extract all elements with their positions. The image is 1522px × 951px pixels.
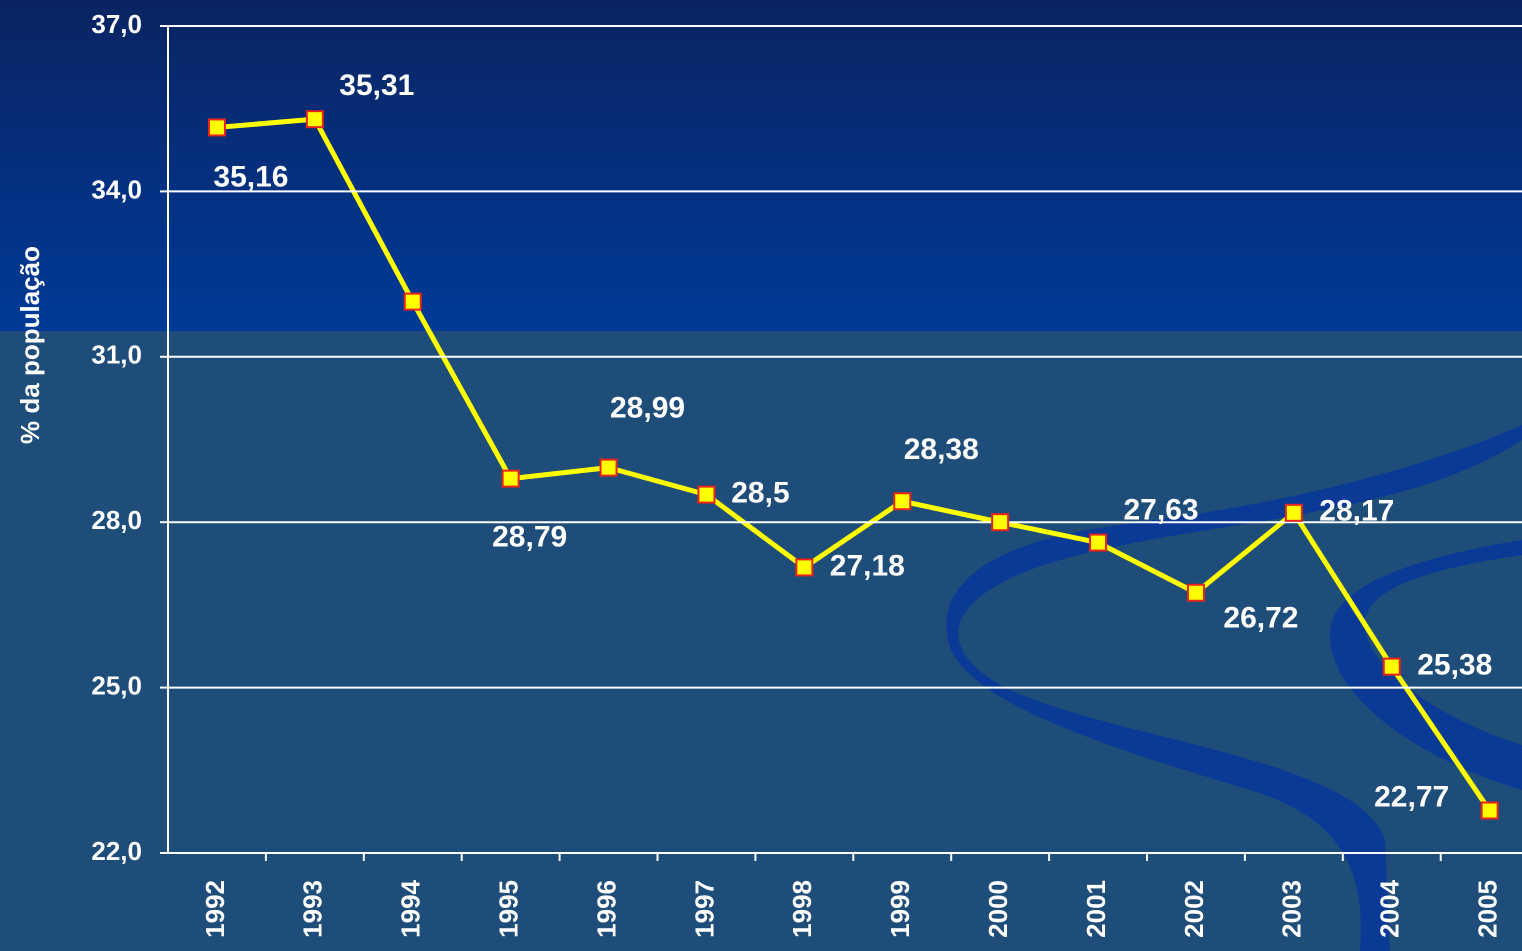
marker: [503, 471, 519, 487]
marker: [1384, 659, 1400, 675]
marker: [1482, 803, 1498, 819]
data-label: 26,72: [1223, 602, 1298, 635]
marker: [307, 111, 323, 127]
data-label: 28,5: [731, 477, 789, 510]
x-tick-label: 2005: [1473, 880, 1503, 938]
y-tick-label: 31,0: [91, 340, 142, 370]
y-tick-label: 34,0: [91, 174, 142, 204]
data-label: 35,16: [213, 160, 288, 193]
page: {"chart_data": {"type": "line", "y_label…: [0, 0, 1522, 951]
marker: [698, 487, 714, 503]
x-tick-label: 1994: [396, 879, 426, 937]
x-tick-label: 2003: [1277, 880, 1307, 938]
marker: [796, 559, 812, 575]
data-label: 28,79: [492, 521, 567, 554]
x-tick-label: 1999: [885, 880, 915, 938]
y-axis-title: % da população: [15, 246, 45, 444]
data-label: 28,99: [610, 392, 685, 425]
x-tick-label: 1997: [689, 880, 719, 938]
data-label: 35,31: [339, 69, 414, 102]
x-tick-label: 1996: [591, 880, 621, 938]
marker: [209, 119, 225, 135]
y-tick-label: 22,0: [91, 836, 142, 866]
marker: [601, 460, 617, 476]
y-tick-label: 25,0: [91, 670, 142, 700]
y-tick-label: 28,0: [91, 505, 142, 535]
y-tick-label: 37,0: [91, 9, 142, 39]
data-label: 28,38: [904, 433, 979, 466]
marker: [1090, 535, 1106, 551]
marker: [1188, 585, 1204, 601]
data-label: 22,77: [1374, 780, 1449, 813]
x-tick-label: 1993: [298, 880, 328, 938]
marker: [894, 493, 910, 509]
marker: [992, 514, 1008, 530]
x-tick-label: 2004: [1375, 879, 1405, 937]
x-tick-label: 2000: [983, 880, 1013, 938]
data-label: 28,17: [1319, 495, 1394, 528]
x-tick-label: 1995: [494, 880, 524, 938]
marker: [1286, 505, 1302, 521]
data-label: 27,18: [830, 549, 905, 582]
x-tick-label: 1992: [200, 880, 230, 938]
data-label: 27,63: [1124, 494, 1199, 527]
chart: % da população 22,0 25,0 28,0 31,0 34,0 37,0 1…: [0, 0, 1522, 951]
data-label: 25,38: [1417, 649, 1492, 682]
x-tick-label: 2001: [1081, 880, 1111, 938]
x-tick-label: 1998: [787, 880, 817, 938]
marker: [405, 294, 421, 310]
x-tick-label: 2002: [1179, 880, 1209, 938]
